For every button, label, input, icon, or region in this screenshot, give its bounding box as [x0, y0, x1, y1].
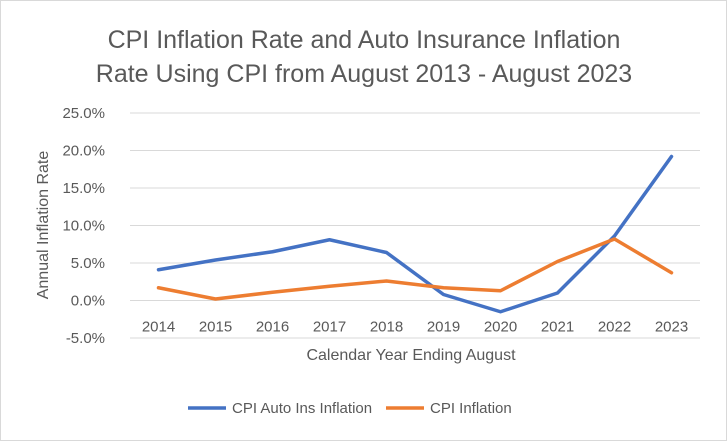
gridlines	[130, 112, 700, 339]
x-axis-label: Calendar Year Ending August	[306, 347, 516, 364]
chart-title-line-1: CPI Inflation Rate and Auto Insurance In…	[108, 26, 621, 54]
chart-title-line-2: Rate Using CPI from August 2013 - August…	[96, 60, 632, 88]
y-tick-label: 10.0%	[62, 218, 105, 235]
legend: CPI Auto Ins Inflation CPI Inflation	[188, 400, 512, 417]
x-tick-label: 2021	[541, 319, 574, 336]
y-axis-ticks: -5.0% 0.0% 5.0% 10.0% 15.0% 20.0% 25.0%	[62, 105, 105, 347]
y-tick-label: 15.0%	[62, 180, 105, 197]
x-tick-label: 2023	[655, 319, 688, 336]
legend-label: CPI Inflation	[430, 400, 512, 417]
x-tick-label: 2018	[370, 319, 403, 336]
y-axis-label: Annual Inflation Rate	[35, 151, 52, 300]
y-tick-label: 20.0%	[62, 143, 105, 160]
y-tick-label: 0.0%	[71, 293, 105, 310]
x-tick-label: 2019	[427, 319, 460, 336]
x-tick-label: 2016	[256, 319, 289, 336]
series-line	[156, 154, 674, 314]
y-tick-label: 5.0%	[71, 255, 105, 272]
x-tick-label: 2014	[142, 319, 175, 336]
x-axis-ticks: 2014 2015 2016 2017 2018 2019 2020 2021 2022 2023	[142, 319, 688, 336]
x-tick-label: 2017	[313, 319, 346, 336]
x-tick-label: 2015	[199, 319, 232, 336]
legend-label: CPI Auto Ins Inflation	[232, 400, 372, 417]
x-tick-label: 2022	[598, 319, 631, 336]
y-tick-label: -5.0%	[66, 330, 105, 347]
series-lines	[156, 154, 674, 314]
series-line	[156, 237, 674, 301]
x-tick-label: 2020	[484, 319, 517, 336]
y-tick-label: 25.0%	[62, 105, 105, 122]
